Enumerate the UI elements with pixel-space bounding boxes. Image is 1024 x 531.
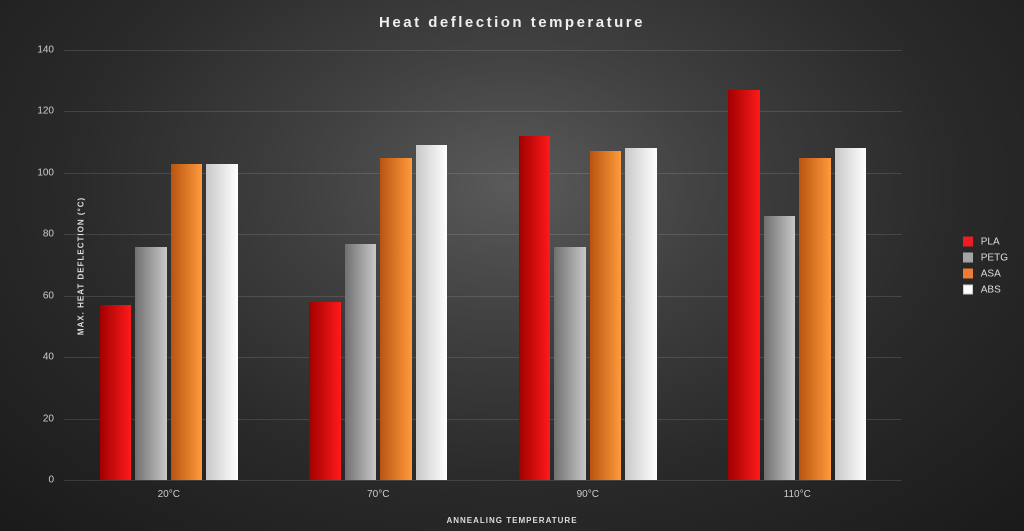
- legend-item: ABS: [963, 284, 1008, 295]
- y-tick-label: 40: [43, 352, 64, 363]
- x-tick-label: 70°C: [367, 489, 389, 500]
- y-tick-label: 100: [37, 167, 64, 178]
- legend-swatch: [963, 285, 973, 295]
- gridline: [64, 480, 902, 481]
- bar: [835, 148, 867, 480]
- legend-item: ASA: [963, 268, 1008, 279]
- y-tick-label: 0: [48, 475, 64, 486]
- legend-label: PETG: [981, 252, 1008, 263]
- y-tick-label: 60: [43, 290, 64, 301]
- bar: [171, 164, 203, 480]
- legend-swatch: [963, 269, 973, 279]
- bar: [345, 244, 377, 481]
- legend: PLA PETG ASA ABS: [963, 231, 1008, 300]
- bar: [309, 302, 341, 480]
- bar: [799, 158, 831, 481]
- gridline: [64, 50, 902, 51]
- bar: [764, 216, 796, 480]
- legend-label: ABS: [981, 284, 1001, 295]
- legend-label: PLA: [981, 236, 1000, 247]
- bar: [519, 136, 551, 480]
- legend-item: PLA: [963, 236, 1008, 247]
- plot-area: 02040608010012014020°C70°C90°C110°C: [64, 50, 902, 480]
- x-tick-label: 90°C: [577, 489, 599, 500]
- y-tick-label: 20: [43, 413, 64, 424]
- legend-label: ASA: [981, 268, 1001, 279]
- legend-swatch: [963, 253, 973, 263]
- bar: [625, 148, 657, 480]
- legend-item: PETG: [963, 252, 1008, 263]
- bar: [416, 145, 448, 480]
- bar: [206, 164, 238, 480]
- x-tick-label: 110°C: [784, 489, 811, 500]
- bar: [554, 247, 586, 480]
- y-tick-label: 120: [37, 106, 64, 117]
- bar: [100, 305, 132, 480]
- y-tick-label: 140: [37, 45, 64, 56]
- x-axis-label: ANNEALING TEMPERATURE: [0, 516, 1024, 525]
- bar: [728, 90, 760, 480]
- bar: [380, 158, 412, 481]
- gridline: [64, 111, 902, 112]
- x-tick-label: 20°C: [158, 489, 180, 500]
- y-tick-label: 80: [43, 229, 64, 240]
- chart-title: Heat deflection temperature: [0, 14, 1024, 31]
- bar: [135, 247, 167, 480]
- bar: [590, 151, 622, 480]
- legend-swatch: [963, 237, 973, 247]
